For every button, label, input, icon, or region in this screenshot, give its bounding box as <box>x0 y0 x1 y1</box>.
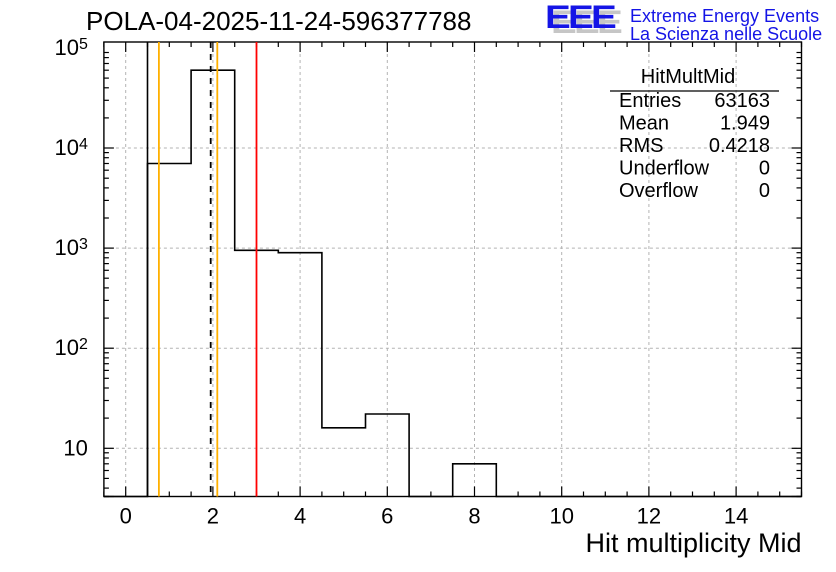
svg-text:Hit multiplicity Mid: Hit multiplicity Mid <box>585 528 801 558</box>
svg-text:12: 12 <box>637 504 661 529</box>
svg-text:14: 14 <box>724 504 748 529</box>
svg-text:RMS: RMS <box>619 135 663 157</box>
svg-text:0: 0 <box>759 180 770 202</box>
svg-text:10: 10 <box>63 435 87 460</box>
svg-text:Entries: Entries <box>619 90 681 112</box>
svg-text:2: 2 <box>207 504 219 529</box>
svg-text:E: E <box>568 0 594 35</box>
svg-text:63163: 63163 <box>714 90 770 112</box>
svg-text:Mean: Mean <box>619 113 669 135</box>
svg-text:10: 10 <box>549 504 573 529</box>
svg-text:1.949: 1.949 <box>720 113 770 135</box>
svg-text:E: E <box>591 0 617 35</box>
svg-text:La Scienza nelle Scuole: La Scienza nelle Scuole <box>630 24 822 44</box>
svg-text:6: 6 <box>381 504 393 529</box>
svg-text:POLA-04-2025-11-24-596377788: POLA-04-2025-11-24-596377788 <box>86 6 471 36</box>
svg-text:Extreme Energy Events: Extreme Energy Events <box>630 6 819 26</box>
svg-text:0: 0 <box>759 158 770 180</box>
svg-text:8: 8 <box>468 504 480 529</box>
svg-text:0: 0 <box>120 504 132 529</box>
svg-text:4: 4 <box>294 504 306 529</box>
svg-text:HitMultMid: HitMultMid <box>641 66 735 88</box>
svg-text:E: E <box>545 0 571 35</box>
svg-text:Underflow: Underflow <box>619 158 710 180</box>
svg-text:0.4218: 0.4218 <box>709 135 770 157</box>
svg-text:Overflow: Overflow <box>619 180 698 202</box>
